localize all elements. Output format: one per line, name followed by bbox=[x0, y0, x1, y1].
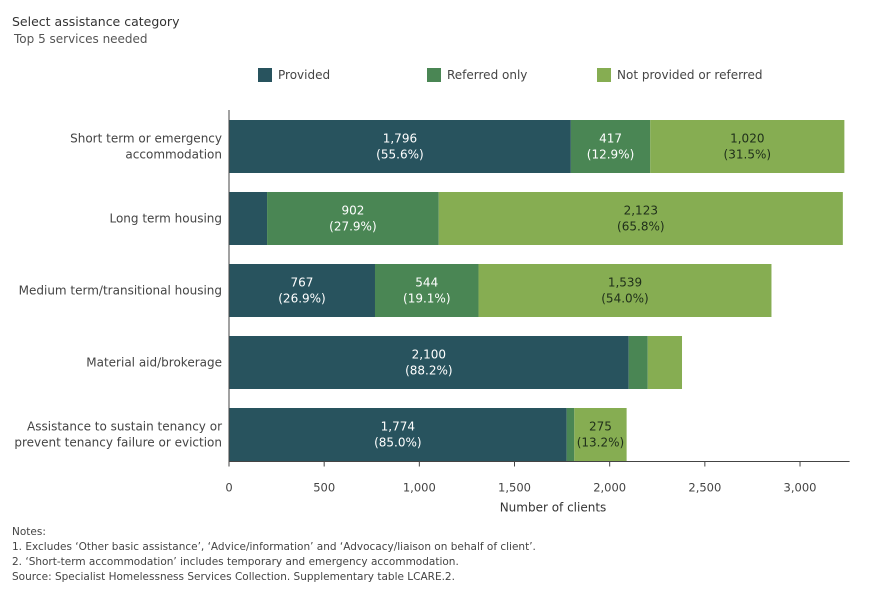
bar-referred-2[interactable] bbox=[375, 264, 479, 317]
bar-provided-1[interactable] bbox=[229, 192, 267, 245]
category-label: Material aid/brokerage bbox=[86, 356, 222, 370]
x-tick-label: 2,000 bbox=[593, 481, 626, 495]
category-label: Medium term/transitional housing bbox=[19, 284, 222, 298]
bar-not-provided-4[interactable] bbox=[574, 408, 626, 461]
x-axis-title: Number of clients bbox=[500, 501, 607, 515]
bar-not-provided-3[interactable] bbox=[648, 336, 682, 389]
category-label: Short term or emergency accommodation bbox=[70, 132, 222, 162]
source-note: Source: Specialist Homelessness Services… bbox=[12, 570, 536, 585]
note-2: 2. ‘Short-term accommodation’ includes t… bbox=[12, 555, 536, 570]
bar-provided-2[interactable] bbox=[229, 264, 375, 317]
x-tick-label: 3,000 bbox=[784, 481, 817, 495]
note-1: 1. Excludes ‘Other basic assistance’, ‘A… bbox=[12, 540, 536, 555]
bar-referred-0[interactable] bbox=[571, 120, 650, 173]
bar-not-provided-1[interactable] bbox=[439, 192, 843, 245]
x-tick-label: 0 bbox=[225, 481, 232, 495]
x-tick-label: 1,500 bbox=[498, 481, 531, 495]
bar-not-provided-2[interactable] bbox=[479, 264, 772, 317]
bar-referred-1[interactable] bbox=[267, 192, 439, 245]
bar-provided-3[interactable] bbox=[229, 336, 629, 389]
x-tick-label: 1,000 bbox=[403, 481, 436, 495]
bar-referred-3[interactable] bbox=[629, 336, 648, 389]
category-label: Long term housing bbox=[109, 212, 222, 226]
bar-provided-4[interactable] bbox=[229, 408, 567, 461]
bar-referred-4[interactable] bbox=[567, 408, 575, 461]
bar-provided-0[interactable] bbox=[229, 120, 571, 173]
x-tick-label: 2,500 bbox=[688, 481, 721, 495]
bar-not-provided-0[interactable] bbox=[650, 120, 844, 173]
notes-heading: Notes: bbox=[12, 525, 536, 540]
category-label: Assistance to sustain tenancy or prevent … bbox=[14, 420, 222, 450]
stacked-bar-chart: 1,796 (55.6%)417 (12.9%)1,020 (31.5%)Short … bbox=[0, 0, 890, 520]
notes: Notes: 1. Excludes ‘Other basic assistan… bbox=[12, 525, 536, 585]
x-tick-label: 500 bbox=[313, 481, 335, 495]
